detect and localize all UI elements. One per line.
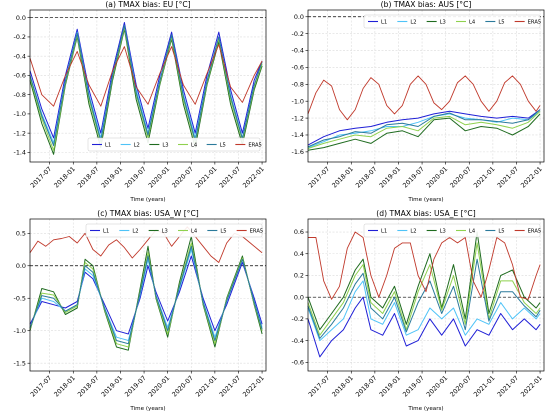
y-tick-label: -1.0 [14, 327, 26, 335]
legend-label-l4: L4 [191, 228, 198, 234]
y-tick-label: 0.0 [294, 293, 304, 301]
legend-label-l4: L4 [469, 19, 476, 25]
legend-label-l1: L1 [381, 228, 387, 234]
y-tick-label: -0.4 [292, 47, 304, 55]
series-line-l1 [29, 22, 263, 139]
y-tick-label: -0.2 [292, 315, 304, 323]
y-tick-label: -1.2 [292, 114, 304, 122]
legend: L1 L2 L3 L4 L5 ERA5 [363, 14, 542, 29]
y-tick-label: -1.4 [292, 131, 304, 139]
y-tick-label: -0.8 [14, 91, 26, 99]
chart-title: (b) TMAX bias: AUS [°C] [381, 0, 472, 9]
y-tick-label: -1.4 [14, 149, 26, 157]
series-line-l4 [307, 242, 541, 336]
series-line-era5 [308, 231, 541, 300]
y-tick-label: -0.4 [292, 337, 304, 345]
legend-label-era5: ERA5 [250, 228, 264, 234]
legend-label-l3: L3 [162, 228, 168, 234]
series-line-l5 [307, 109, 541, 148]
y-tick-label: -0.2 [292, 30, 304, 38]
legend-label-era5: ERA5 [248, 142, 262, 148]
legend-label-l3: L3 [162, 142, 168, 148]
y-tick-label: -1.0 [292, 97, 304, 105]
legend-label-l4: L4 [191, 142, 198, 148]
y-tick-label: -0.6 [14, 72, 26, 80]
series-line-l1 [307, 109, 541, 146]
legend-label-l5: L5 [498, 19, 504, 25]
y-tick-label: -1.0 [14, 110, 26, 118]
legend-label-l5: L5 [498, 228, 504, 234]
plot-frame [307, 9, 545, 163]
chart-title: (a) TMAX bias: EU [°C] [105, 0, 190, 9]
legend-label-l2: L2 [410, 19, 416, 25]
legend-label-l3: L3 [440, 228, 446, 234]
y-tick-label: 0.4 [294, 250, 304, 258]
legend-label-l5: L5 [220, 228, 226, 234]
legend-label-l1: L1 [381, 19, 387, 25]
y-tick-label: 0.6 [294, 228, 304, 236]
x-axis-label: Time (years) [129, 406, 165, 412]
legend: L1 L2 L3 L4 L5 ERA5 [87, 137, 262, 152]
y-tick-label: -1.2 [14, 129, 26, 137]
legend-label-l1: L1 [103, 228, 109, 234]
x-axis-label: Time (years) [129, 197, 165, 203]
y-tick-label: -1.6 [292, 148, 304, 156]
series-line-era5 [29, 226, 263, 263]
series-line-l5 [307, 258, 541, 339]
series-line-era5 [29, 44, 263, 107]
legend-label-l4: L4 [469, 228, 476, 234]
y-tick-label: -0.6 [292, 64, 304, 72]
legend-box [363, 223, 541, 238]
legend: L1 L2 L3 L4 L5 ERA5 [85, 223, 264, 238]
y-tick-label: 0.0 [16, 14, 26, 22]
legend-label-l2: L2 [134, 142, 140, 148]
x-axis-label: Time (years) [407, 197, 443, 203]
legend-label-l5: L5 [220, 142, 226, 148]
legend-label-l3: L3 [440, 19, 446, 25]
series-line-l4 [307, 110, 541, 149]
plot-frame [307, 218, 545, 372]
y-tick-label: -0.5 [14, 294, 26, 302]
legend-label-l2: L2 [132, 228, 138, 234]
legend-label-era5: ERA5 [528, 19, 542, 25]
legend-label-l2: L2 [410, 228, 416, 234]
series-line-era5 [307, 75, 541, 121]
series-line-l2 [307, 280, 541, 342]
y-tick-label: -0.2 [14, 33, 26, 41]
y-tick-label: 0.0 [294, 13, 304, 21]
y-tick-label: 0.0 [16, 262, 26, 270]
series-line-l5 [29, 24, 263, 147]
legend: L1 L2 L3 L4 L5 ERA5 [363, 223, 542, 238]
y-tick-label: 0.5 [16, 229, 26, 237]
legend-label-l1: L1 [105, 142, 111, 148]
chart-title: (c) TMAX bias: USA_W [°C] [97, 209, 199, 218]
y-tick-label: -0.8 [292, 81, 304, 89]
y-tick-label: 0.2 [294, 272, 304, 280]
series-line-l3 [307, 113, 541, 151]
legend-box [85, 223, 263, 238]
legend-label-era5: ERA5 [528, 228, 542, 234]
legend-box [363, 14, 541, 29]
plot-frame [29, 218, 267, 372]
series-line-l1 [307, 296, 541, 358]
series-line-l1 [29, 255, 263, 335]
series-line-l3 [307, 231, 541, 331]
legend-box [87, 137, 261, 152]
x-axis-label: Time (years) [407, 406, 443, 412]
series-line-l5 [29, 245, 263, 345]
plot-frame [29, 9, 267, 163]
y-tick-label: -1.5 [14, 359, 26, 367]
y-tick-label: -0.6 [292, 359, 304, 367]
chart-title: (d) TMAX bias: USA_E [°C] [376, 209, 475, 218]
y-tick-label: -0.4 [14, 52, 26, 60]
